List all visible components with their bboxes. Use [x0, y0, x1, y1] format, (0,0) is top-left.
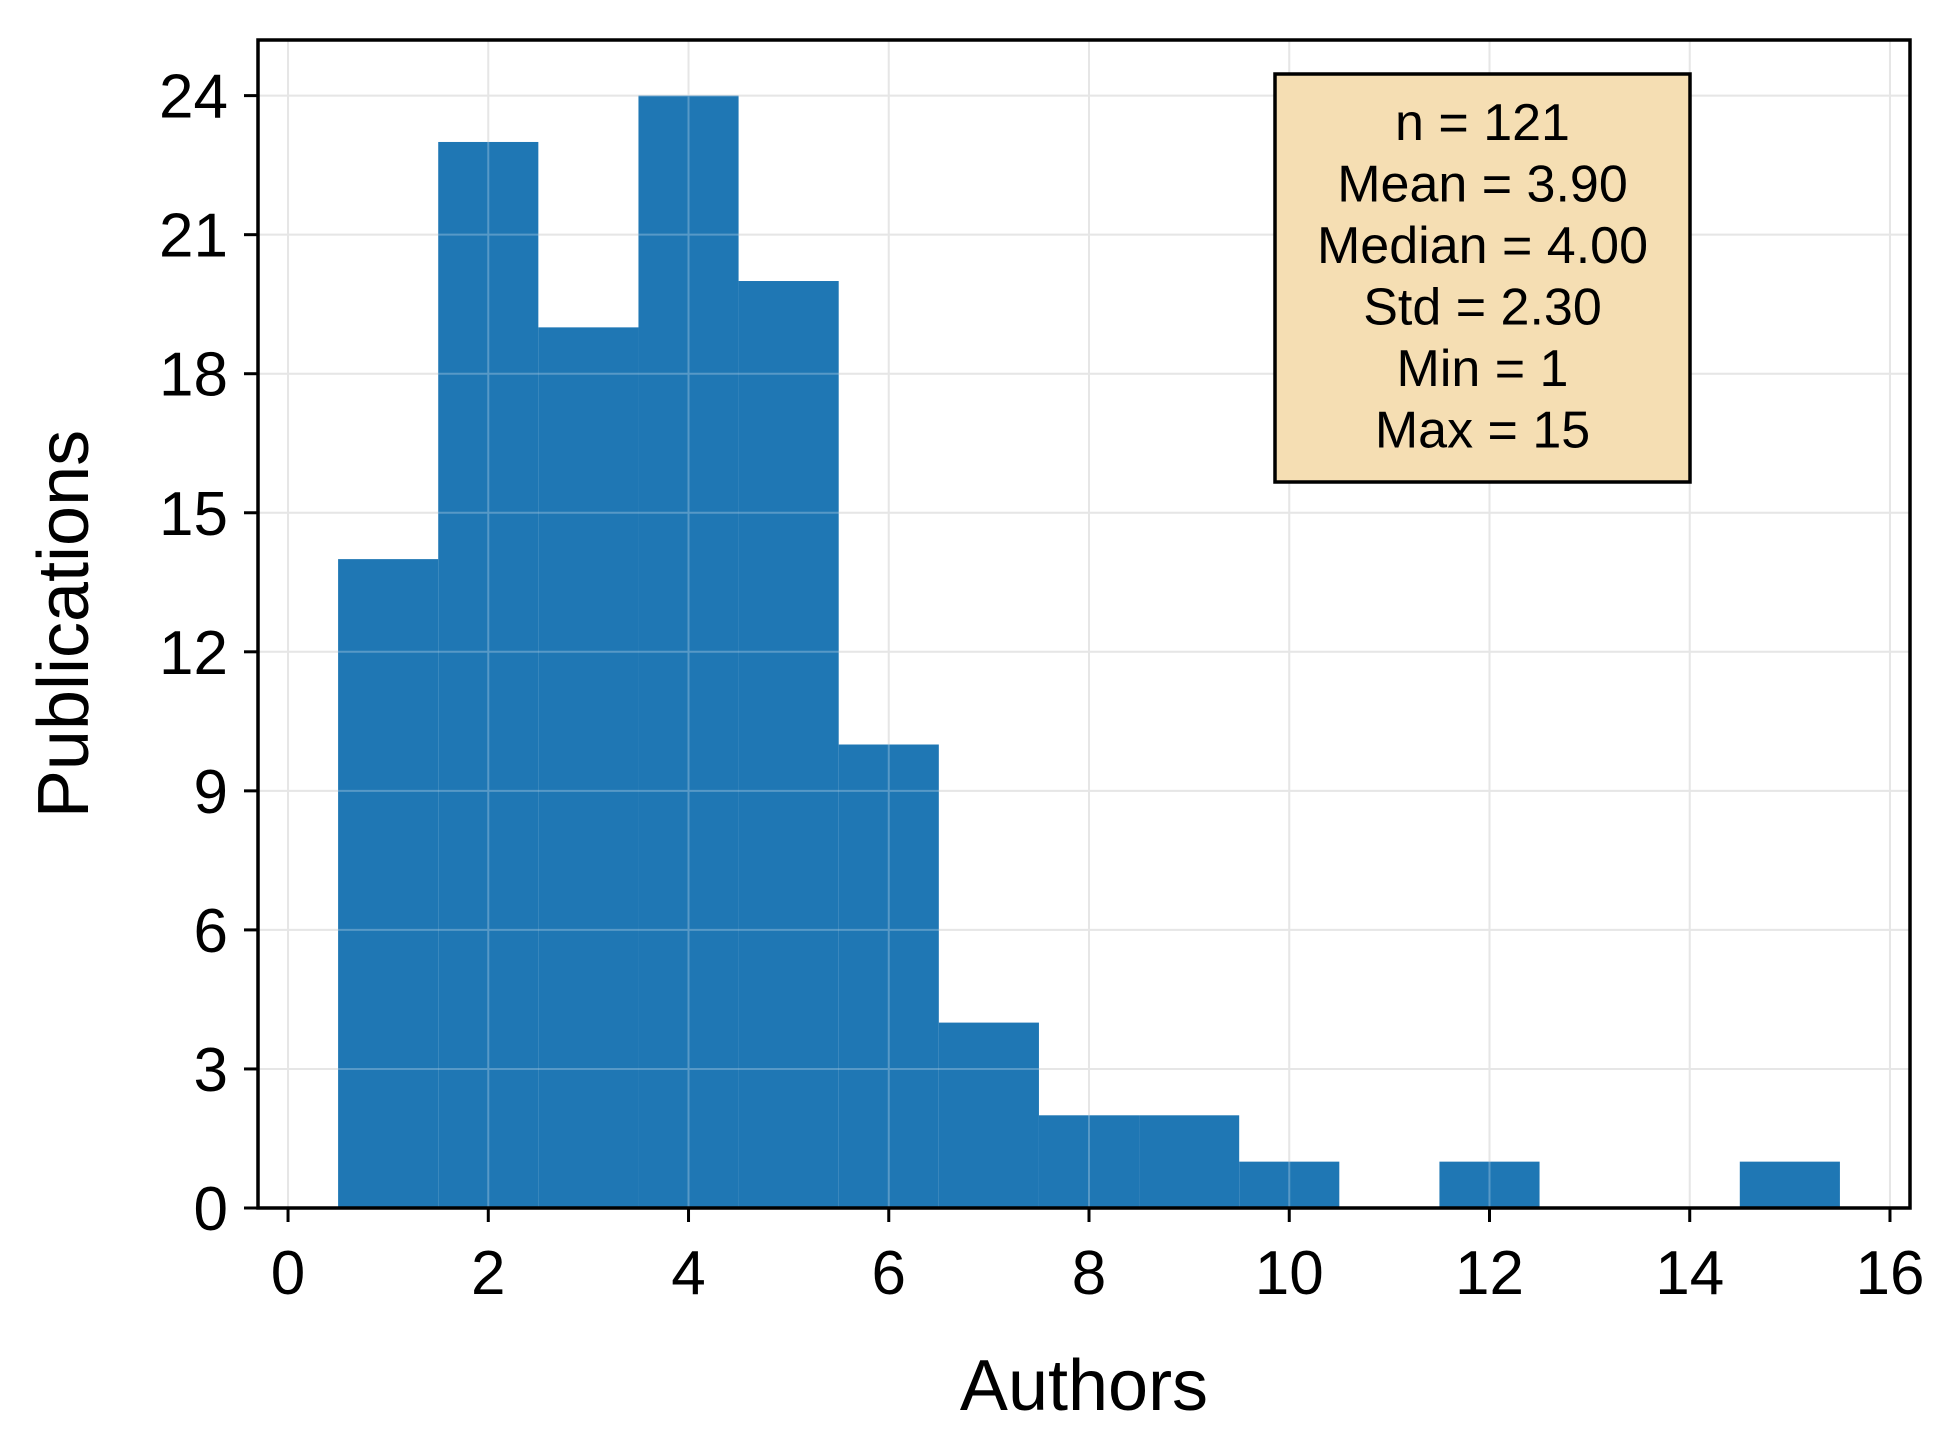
y-tick-label: 3: [194, 1036, 228, 1105]
stats-line: Median = 4.00: [1317, 217, 1648, 275]
histogram-bar: [738, 281, 839, 1208]
x-tick-label: 8: [1072, 1239, 1106, 1308]
histogram-bar: [838, 744, 939, 1208]
x-tick-label: 4: [671, 1239, 705, 1308]
y-axis-ticks: 0 3 6 9 12 15 18 21 24: [159, 63, 258, 1244]
y-tick-label: 0: [194, 1175, 228, 1244]
plot-frame: [256, 38, 1912, 1210]
bars: [258, 40, 1910, 1209]
y-tick-label: 9: [194, 758, 228, 827]
stats-line: Min = 1: [1397, 340, 1569, 398]
y-tick-label: 24: [159, 63, 228, 132]
histogram-bar: [538, 327, 639, 1208]
y-axis-label: Publications: [24, 430, 104, 818]
x-tick-label: 6: [872, 1239, 906, 1308]
x-tick-label: 2: [471, 1239, 505, 1308]
x-tick-label: 16: [1855, 1239, 1924, 1308]
histogram-bar: [938, 1022, 1039, 1208]
stats-line: n = 121: [1395, 94, 1570, 152]
y-tick-label: 15: [159, 480, 228, 549]
stats-line: Mean = 3.90: [1337, 156, 1628, 214]
x-axis-ticks: 0 2 4 6 8 10 12 14 16: [271, 1208, 1924, 1308]
x-tick-label: 14: [1655, 1239, 1724, 1308]
stats-line: Max = 15: [1375, 402, 1590, 460]
stats-box-background: [1273, 72, 1692, 484]
y-tick-label: 6: [194, 897, 228, 966]
x-tick-label: 10: [1255, 1239, 1324, 1308]
histogram-bar: [1239, 1161, 1340, 1208]
y-tick-label: 21: [159, 202, 228, 271]
histogram-bar: [1439, 1161, 1540, 1208]
histogram-bar: [638, 95, 739, 1209]
histogram-bar: [338, 559, 439, 1208]
histogram-bar: [1139, 1115, 1240, 1208]
x-axis-label: Authors: [960, 1346, 1208, 1426]
stats-line: Std = 2.30: [1363, 279, 1602, 337]
y-tick-label: 12: [159, 619, 228, 688]
histogram-bar: [1038, 1115, 1140, 1208]
histogram-bar: [438, 141, 539, 1208]
y-tick-label: 18: [159, 341, 228, 410]
x-tick-label: 12: [1455, 1239, 1524, 1308]
histogram-bar: [1739, 1161, 1840, 1208]
x-tick-label: 0: [271, 1239, 305, 1308]
